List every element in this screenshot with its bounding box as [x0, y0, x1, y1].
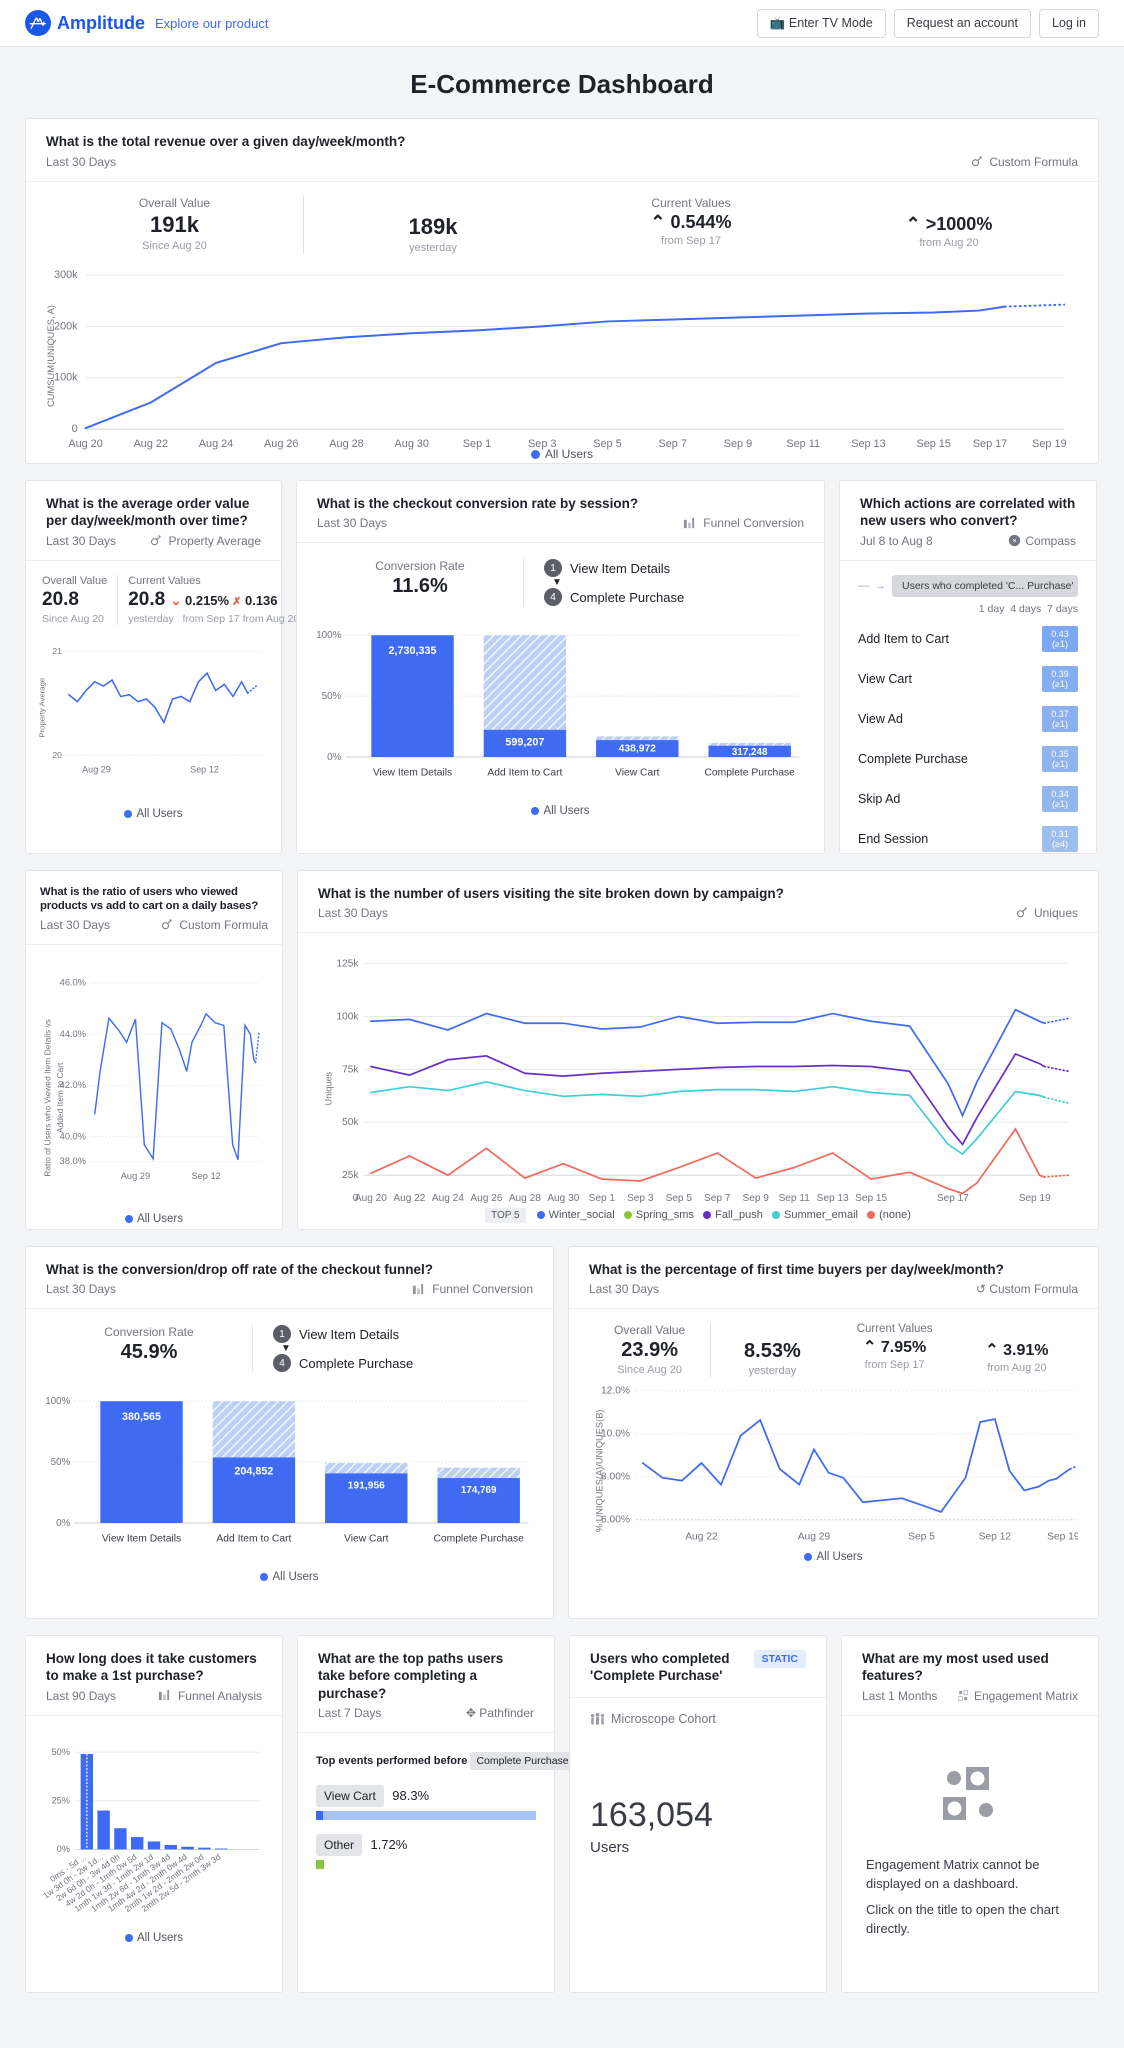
svg-text:46.0%: 46.0% — [60, 977, 86, 987]
svg-text:Aug 24: Aug 24 — [432, 1193, 464, 1204]
svg-text:0%: 0% — [327, 752, 341, 763]
svg-text:100k: 100k — [337, 1011, 360, 1022]
svg-text:%:UNIQUES(A)/UNIQUES(B): %:UNIQUES(A)/UNIQUES(B) — [595, 1410, 605, 1533]
svg-text:10.0%: 10.0% — [601, 1429, 630, 1440]
svg-text:Sep 15: Sep 15 — [855, 1193, 887, 1204]
svg-text:50k: 50k — [342, 1117, 359, 1128]
svg-text:Complete Purchase: Complete Purchase — [433, 1534, 524, 1545]
svg-text:Aug 26: Aug 26 — [470, 1193, 502, 1204]
svg-text:Aug 20: Aug 20 — [355, 1193, 387, 1204]
svg-text:Aug 29: Aug 29 — [798, 1531, 831, 1542]
svg-text:25%: 25% — [51, 1795, 70, 1805]
svg-text:Sep 12: Sep 12 — [979, 1531, 1012, 1542]
svg-text:Sep 19: Sep 19 — [1032, 438, 1066, 450]
svg-text:View Item Details: View Item Details — [373, 768, 452, 779]
svg-text:Sep 5: Sep 5 — [593, 438, 621, 450]
svg-text:200k: 200k — [54, 320, 78, 332]
svg-text:300k: 300k — [54, 268, 78, 280]
svg-text:Sep 7: Sep 7 — [704, 1193, 731, 1204]
svg-text:6.00%: 6.00% — [601, 1515, 630, 1526]
svg-text:Complete Purchase: Complete Purchase — [704, 768, 795, 779]
svg-text:Ratio of Users who Viewed Item: Ratio of Users who Viewed Item Details v… — [43, 1019, 53, 1177]
svg-text:Add Item to Cart: Add Item to Cart — [216, 1534, 291, 1545]
svg-text:21: 21 — [52, 646, 62, 656]
svg-text:Sep 5: Sep 5 — [908, 1531, 935, 1542]
svg-text:Sep 11: Sep 11 — [779, 1193, 811, 1204]
svg-text:Aug 30: Aug 30 — [395, 438, 429, 450]
svg-text:Sep 3: Sep 3 — [627, 1193, 654, 1204]
svg-text:50%: 50% — [322, 691, 342, 702]
svg-text:50%: 50% — [51, 1457, 71, 1468]
svg-text:38.0%: 38.0% — [60, 1156, 86, 1166]
svg-text:Aug 26: Aug 26 — [264, 438, 298, 450]
svg-text:Aug 22: Aug 22 — [134, 438, 168, 450]
svg-text:Sep 7: Sep 7 — [659, 438, 687, 450]
svg-text:Sep 1: Sep 1 — [463, 438, 491, 450]
svg-text:12.0%: 12.0% — [601, 1386, 630, 1397]
svg-text:75k: 75k — [342, 1064, 359, 1075]
svg-text:Sep 1: Sep 1 — [589, 1193, 616, 1204]
svg-text:20: 20 — [52, 749, 62, 759]
svg-text:2,730,335: 2,730,335 — [389, 645, 437, 657]
svg-text:Aug 24: Aug 24 — [199, 438, 233, 450]
svg-text:Added Item to Cart: Added Item to Cart — [55, 1062, 65, 1133]
svg-text:100k: 100k — [54, 371, 78, 383]
svg-text:Aug 29: Aug 29 — [82, 764, 111, 774]
svg-text:Aug 20: Aug 20 — [68, 438, 102, 450]
svg-text:View Item Details: View Item Details — [102, 1534, 181, 1545]
svg-text:Aug 22: Aug 22 — [393, 1193, 425, 1204]
svg-text:191,956: 191,956 — [348, 1480, 385, 1491]
svg-text:Sep 17: Sep 17 — [973, 438, 1007, 450]
svg-text:View Cart: View Cart — [344, 1534, 389, 1545]
svg-text:599,207: 599,207 — [505, 737, 544, 749]
svg-text:317,248: 317,248 — [732, 747, 768, 758]
svg-text:Sep 12: Sep 12 — [191, 1171, 220, 1181]
svg-text:Sep 11: Sep 11 — [786, 438, 820, 450]
svg-text:44.0%: 44.0% — [60, 1029, 86, 1039]
svg-text:125k: 125k — [337, 959, 360, 970]
svg-text:Sep 9: Sep 9 — [724, 438, 752, 450]
svg-text:Uniques: Uniques — [323, 1072, 333, 1106]
svg-text:0%: 0% — [57, 1844, 70, 1854]
svg-text:CUMSUM(UNIQUES, A): CUMSUM(UNIQUES, A) — [46, 305, 56, 407]
svg-text:Sep 12: Sep 12 — [190, 764, 219, 774]
svg-text:0%: 0% — [56, 1518, 70, 1529]
svg-text:Sep 9: Sep 9 — [743, 1193, 770, 1204]
svg-text:Sep 5: Sep 5 — [666, 1193, 693, 1204]
svg-text:Aug 29: Aug 29 — [121, 1171, 150, 1181]
svg-text:438,972: 438,972 — [619, 743, 656, 754]
svg-text:Aug 28: Aug 28 — [329, 438, 363, 450]
svg-text:Sep 19: Sep 19 — [1047, 1531, 1078, 1542]
svg-text:8.00%: 8.00% — [601, 1472, 630, 1483]
svg-text:Aug 28: Aug 28 — [509, 1193, 541, 1204]
svg-text:174,769: 174,769 — [461, 1485, 497, 1496]
svg-text:100%: 100% — [46, 1396, 71, 1407]
svg-text:Aug 22: Aug 22 — [685, 1531, 718, 1542]
svg-text:Sep 13: Sep 13 — [851, 438, 885, 450]
svg-text:Add Item to Cart: Add Item to Cart — [487, 768, 562, 779]
svg-text:Sep 13: Sep 13 — [817, 1193, 849, 1204]
svg-text:25k: 25k — [342, 1170, 359, 1181]
svg-text:0: 0 — [72, 423, 78, 435]
svg-text:100%: 100% — [317, 630, 342, 641]
svg-text:Sep 19: Sep 19 — [1019, 1193, 1051, 1204]
svg-text:Sep 17: Sep 17 — [937, 1193, 969, 1204]
svg-text:Property Average: Property Average — [38, 677, 47, 737]
svg-text:View Cart: View Cart — [615, 768, 660, 779]
svg-text:50%: 50% — [51, 1747, 70, 1757]
svg-text:Sep 15: Sep 15 — [916, 438, 950, 450]
svg-text:380,565: 380,565 — [122, 1411, 161, 1423]
svg-text:204,852: 204,852 — [234, 1465, 273, 1477]
svg-text:Aug 30: Aug 30 — [547, 1193, 579, 1204]
